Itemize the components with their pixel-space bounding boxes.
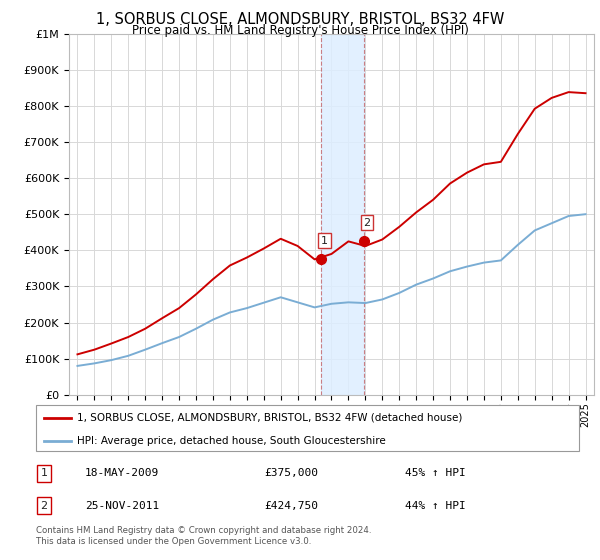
Text: HPI: Average price, detached house, South Gloucestershire: HPI: Average price, detached house, Sout… <box>77 436 385 446</box>
Text: £424,750: £424,750 <box>264 501 318 511</box>
Text: 1, SORBUS CLOSE, ALMONDSBURY, BRISTOL, BS32 4FW (detached house): 1, SORBUS CLOSE, ALMONDSBURY, BRISTOL, B… <box>77 413 462 423</box>
Text: 44% ↑ HPI: 44% ↑ HPI <box>405 501 466 511</box>
Text: Contains HM Land Registry data © Crown copyright and database right 2024.
This d: Contains HM Land Registry data © Crown c… <box>36 526 371 546</box>
Text: 1: 1 <box>321 236 328 246</box>
Text: 2: 2 <box>41 501 48 511</box>
Text: £375,000: £375,000 <box>264 468 318 478</box>
Text: 2: 2 <box>364 218 371 228</box>
Text: 18-MAY-2009: 18-MAY-2009 <box>85 468 159 478</box>
Text: 25-NOV-2011: 25-NOV-2011 <box>85 501 159 511</box>
Text: 45% ↑ HPI: 45% ↑ HPI <box>405 468 466 478</box>
Text: 1, SORBUS CLOSE, ALMONDSBURY, BRISTOL, BS32 4FW: 1, SORBUS CLOSE, ALMONDSBURY, BRISTOL, B… <box>96 12 504 27</box>
Bar <box>321 34 364 395</box>
Text: 1: 1 <box>41 468 47 478</box>
FancyBboxPatch shape <box>36 405 579 451</box>
Text: Price paid vs. HM Land Registry's House Price Index (HPI): Price paid vs. HM Land Registry's House … <box>131 24 469 36</box>
